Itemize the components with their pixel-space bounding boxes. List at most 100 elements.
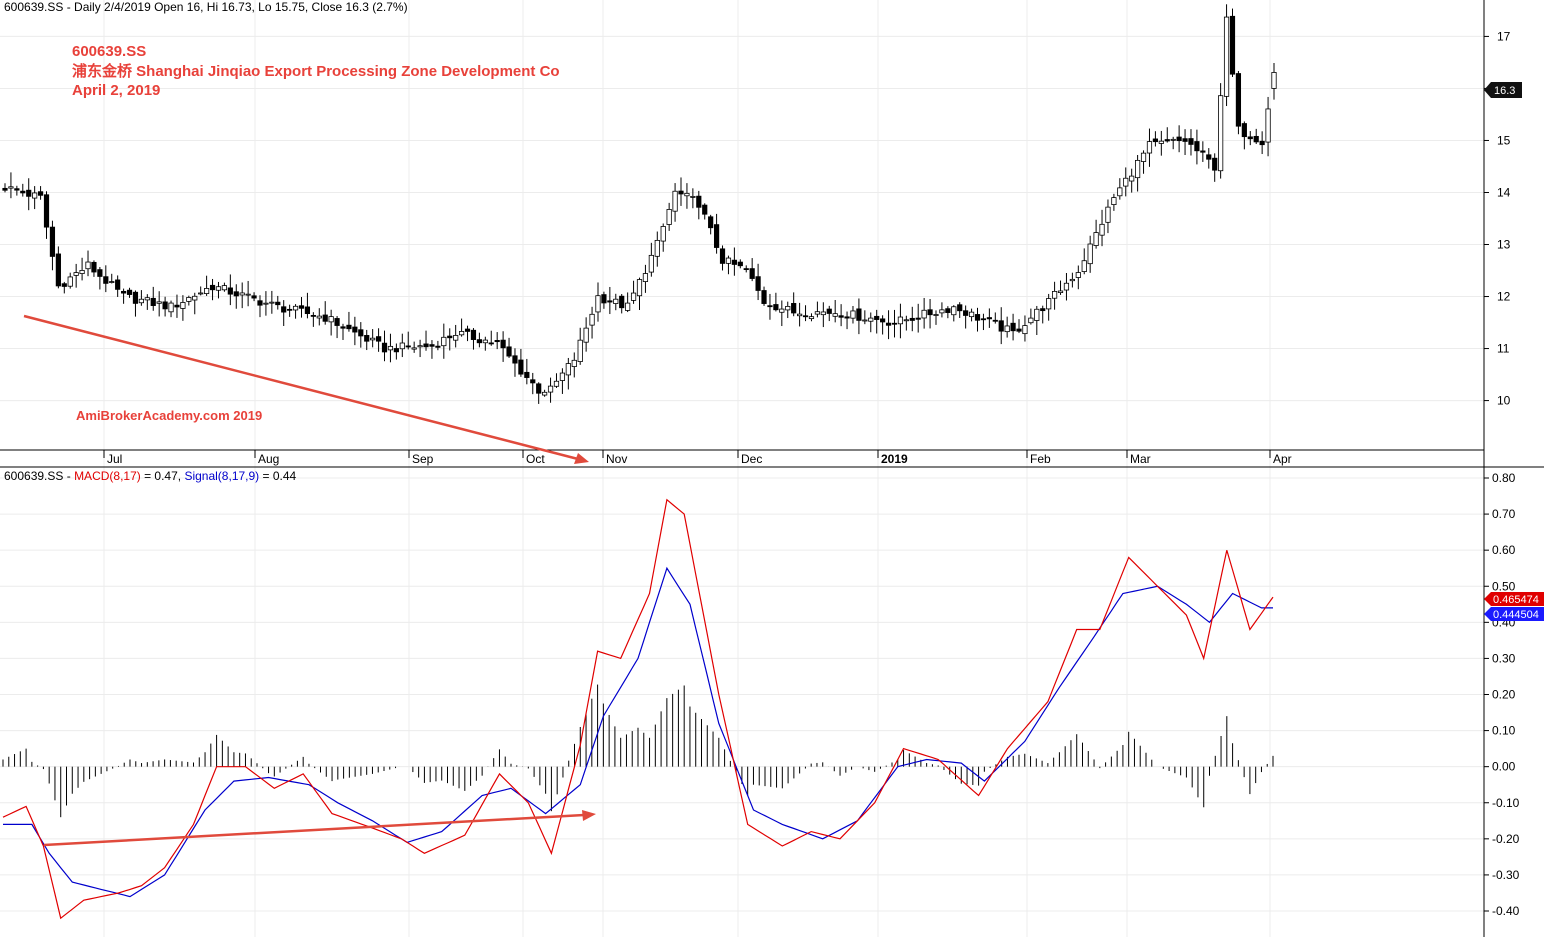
candle <box>1194 129 1200 165</box>
candle-body <box>67 276 73 287</box>
candle-body <box>1235 73 1242 127</box>
candle <box>215 281 222 299</box>
candle-body <box>672 190 678 212</box>
candle <box>459 318 465 337</box>
candle-body <box>488 342 494 345</box>
candle-body <box>281 306 287 313</box>
candle <box>891 309 898 338</box>
candle-body <box>761 290 767 304</box>
candle <box>1253 128 1259 145</box>
candle-body <box>429 344 435 347</box>
macd-y-tick-label: 0.60 <box>1492 543 1516 557</box>
candle-body <box>678 190 684 195</box>
candle-body <box>524 371 530 378</box>
candle <box>980 313 987 331</box>
candle <box>589 306 595 339</box>
price-y-tick-label: 10 <box>1497 394 1511 408</box>
price-x-tick-label: Jul <box>107 452 122 466</box>
candle <box>512 348 518 377</box>
candle-body <box>287 308 293 311</box>
candle-body <box>885 322 892 326</box>
candle <box>494 332 500 350</box>
candle-body <box>927 309 933 316</box>
candle-body <box>447 335 453 339</box>
macd-pane-title: 600639.SS - MACD(8,17) = 0.47, Signal(8,… <box>4 469 297 483</box>
candle-body <box>992 319 998 322</box>
candle <box>14 185 20 196</box>
candle <box>239 282 245 309</box>
candle-body <box>464 328 471 332</box>
candle <box>162 296 168 317</box>
candle <box>761 286 767 306</box>
candle <box>1135 155 1141 192</box>
candle-body <box>986 317 992 320</box>
signal-title-value: = 0.44 <box>259 469 296 483</box>
macd-y-tick-label: -0.40 <box>1492 904 1520 918</box>
candle <box>874 309 880 334</box>
candle <box>1235 70 1242 135</box>
candle <box>1040 305 1046 324</box>
candle <box>269 290 275 314</box>
candle <box>1223 4 1230 107</box>
price-x-tick-label: 2019 <box>881 452 908 466</box>
candle <box>186 295 192 306</box>
price-x-tick-label: Apr <box>1273 452 1292 466</box>
candle-body <box>97 269 103 277</box>
candle-body <box>915 317 921 320</box>
candle <box>1206 148 1212 169</box>
macd-title-label: MACD(8,17) <box>74 469 141 483</box>
candle <box>719 245 726 271</box>
candle-body <box>109 281 115 283</box>
macd-y-tick-label: 0.50 <box>1492 579 1516 593</box>
candle-body <box>1051 291 1058 299</box>
candle-body <box>814 311 820 315</box>
candle <box>381 330 388 362</box>
candle <box>779 300 785 327</box>
candle <box>725 255 732 275</box>
candle <box>619 293 625 314</box>
candle <box>1051 281 1058 310</box>
candle <box>393 343 399 360</box>
candle <box>951 305 957 322</box>
candle <box>204 275 210 296</box>
candle <box>168 300 174 318</box>
candle-body <box>494 340 500 343</box>
candle-body <box>565 363 571 376</box>
candle-body <box>186 297 192 302</box>
candle <box>791 292 797 317</box>
candle <box>666 202 672 231</box>
candle-body <box>749 268 755 279</box>
candle <box>1087 235 1093 273</box>
candle-body <box>957 304 963 312</box>
candle <box>115 275 121 297</box>
candle-body <box>856 308 862 321</box>
candle <box>583 317 589 352</box>
candle-body <box>1241 123 1247 138</box>
candle-body <box>1188 138 1194 145</box>
candle-body <box>8 186 14 189</box>
candle <box>850 305 856 324</box>
candle <box>595 282 601 322</box>
candle-body <box>779 308 785 313</box>
candle-body <box>1152 138 1159 143</box>
annotation-company: 浦东金桥 Shanghai Jinqiao Export Processing … <box>72 62 560 80</box>
candle-body <box>328 316 334 323</box>
candle <box>797 302 803 327</box>
candle-body <box>1259 140 1265 146</box>
candle <box>263 291 269 316</box>
candle <box>1140 150 1147 174</box>
candle <box>310 312 316 327</box>
candle <box>808 313 815 322</box>
candle <box>1099 209 1105 247</box>
candle-body <box>731 259 737 265</box>
candle-body <box>435 345 441 348</box>
candle <box>832 299 838 323</box>
candle <box>441 323 447 359</box>
candle-body <box>14 188 20 191</box>
candle <box>844 311 850 330</box>
candle-body <box>1087 243 1093 265</box>
candle <box>814 301 820 318</box>
candle-body <box>387 345 394 351</box>
candle-body <box>174 304 180 308</box>
candle <box>536 382 542 404</box>
